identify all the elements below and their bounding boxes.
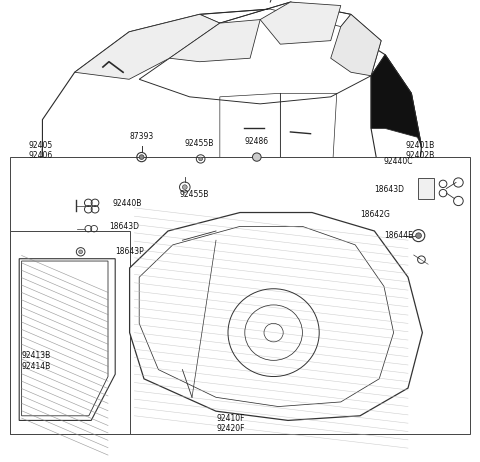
Polygon shape xyxy=(331,185,385,243)
Polygon shape xyxy=(130,213,422,420)
Circle shape xyxy=(182,185,187,189)
Polygon shape xyxy=(139,226,394,407)
Text: 92440C: 92440C xyxy=(384,157,413,166)
Polygon shape xyxy=(42,177,109,207)
Text: 18643P: 18643P xyxy=(115,247,144,256)
Polygon shape xyxy=(139,2,381,104)
Text: 18644E: 18644E xyxy=(384,231,413,240)
Text: 92405
92406: 92405 92406 xyxy=(29,141,53,160)
Bar xyxy=(418,178,434,199)
Polygon shape xyxy=(42,177,200,248)
Text: 92401B
92402B: 92401B 92402B xyxy=(406,141,434,160)
Bar xyxy=(10,231,130,434)
Circle shape xyxy=(139,155,144,159)
Text: 92455B: 92455B xyxy=(184,139,214,148)
Circle shape xyxy=(148,231,163,244)
Text: 92455B: 92455B xyxy=(180,189,209,199)
Polygon shape xyxy=(331,14,381,76)
Text: 18642G: 18642G xyxy=(360,210,390,219)
Circle shape xyxy=(313,231,328,244)
Polygon shape xyxy=(169,181,331,251)
Polygon shape xyxy=(169,19,260,62)
Text: 18643D: 18643D xyxy=(374,185,404,194)
Text: 18643D: 18643D xyxy=(109,222,139,231)
Polygon shape xyxy=(371,55,421,220)
Text: 87393: 87393 xyxy=(130,132,154,141)
Text: H: H xyxy=(66,193,71,198)
Polygon shape xyxy=(22,261,108,416)
Bar xyxy=(10,157,470,434)
Polygon shape xyxy=(371,55,421,146)
Circle shape xyxy=(199,157,203,161)
Polygon shape xyxy=(75,14,220,79)
Text: 92440B: 92440B xyxy=(113,199,142,208)
Polygon shape xyxy=(19,259,115,420)
Circle shape xyxy=(416,233,421,238)
Circle shape xyxy=(252,153,261,161)
Text: 92413B
92414B: 92413B 92414B xyxy=(22,351,50,371)
Circle shape xyxy=(79,250,83,254)
Text: 92486: 92486 xyxy=(245,137,269,146)
Text: 92410F
92420F: 92410F 92420F xyxy=(216,414,245,433)
Polygon shape xyxy=(42,9,421,251)
Polygon shape xyxy=(260,2,341,44)
